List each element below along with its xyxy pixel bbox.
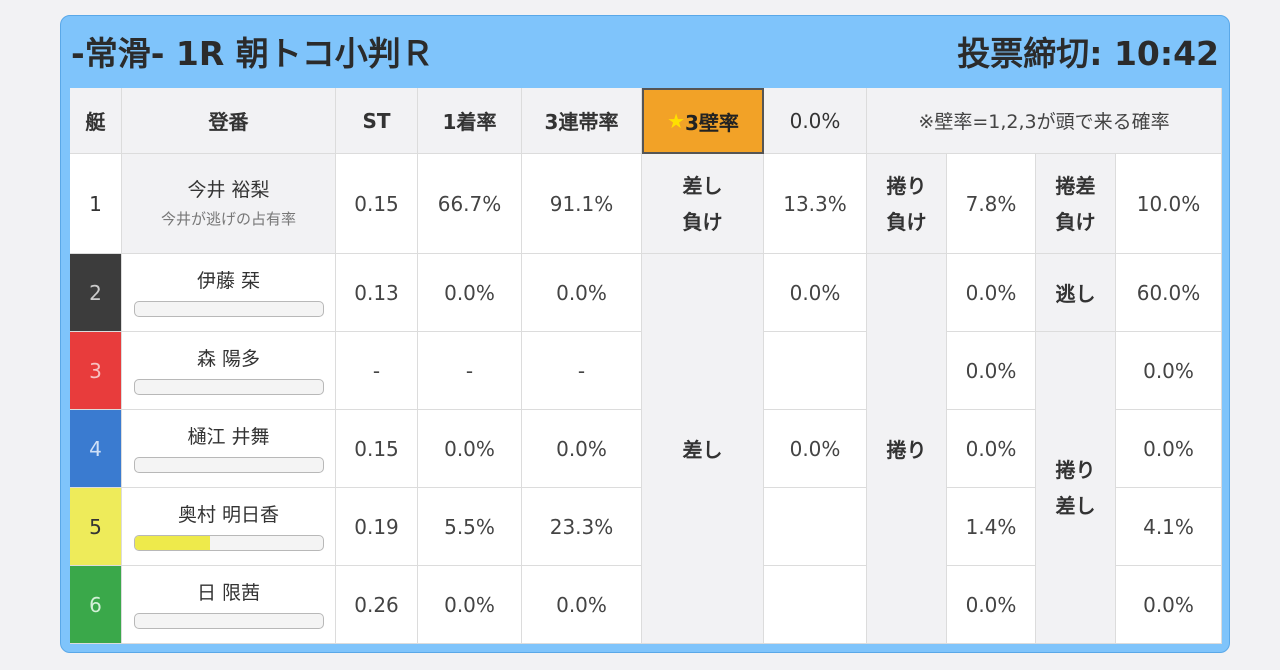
makurizashi-make-label: 捲差 負け <box>1036 154 1116 254</box>
nige-value: 60.0% <box>1116 254 1222 332</box>
boat-number-5: 5 <box>70 488 122 566</box>
first-rate-5: 5.5% <box>418 488 522 566</box>
st-5: 0.19 <box>336 488 418 566</box>
first-rate-3: - <box>418 332 522 410</box>
deadline-time: 投票締切: 10:42 <box>957 34 1219 73</box>
racer-3[interactable]: 森 陽多 <box>122 332 336 410</box>
sashi-make-line2: 負け <box>682 209 723 234</box>
first-rate-6: 0.0% <box>418 566 522 644</box>
header-wall-rate[interactable]: ★ 3壁率 <box>642 88 764 154</box>
racer-5[interactable]: 奥村 明日香 <box>122 488 336 566</box>
header-boat: 艇 <box>70 88 122 154</box>
race-title: -常滑- 1R 朝トコ小判Ｒ <box>71 34 434 73</box>
header-first-rate: 1着率 <box>418 88 522 154</box>
racer-name: 奥村 明日香 <box>177 503 280 526</box>
st-2: 0.13 <box>336 254 418 332</box>
makurizashi-line1: 捲り <box>1055 457 1096 482</box>
header-top3-rate: 3連帯率 <box>522 88 642 154</box>
boat-number-4: 4 <box>70 410 122 488</box>
boat-number-1: 1 <box>70 154 122 254</box>
header-register: 登番 <box>122 88 336 154</box>
nige-bar <box>133 612 324 629</box>
makuri-make-value: 7.8% <box>947 154 1036 254</box>
first-rate-4: 0.0% <box>418 410 522 488</box>
nige-bar <box>133 378 324 395</box>
makuri-make-line1: 捲り <box>886 173 927 198</box>
racer-name: 日 限茜 <box>196 581 261 604</box>
sashi-label: 差し <box>642 254 764 644</box>
boat-number-3: 3 <box>70 332 122 410</box>
racer-2[interactable]: 伊藤 栞 <box>122 254 336 332</box>
sashi-value-2: 0.0% <box>764 254 867 332</box>
nige-bar <box>133 300 324 317</box>
top3-rate-1: 91.1% <box>522 154 642 254</box>
makurizashi-value-3: 0.0% <box>1116 332 1222 410</box>
makuri-value-6: 0.0% <box>947 566 1036 644</box>
makuri-label: 捲り <box>867 254 947 644</box>
sashi-value-3 <box>764 332 867 410</box>
sashi-make-line1: 差し <box>682 173 723 198</box>
sashi-make-value: 13.3% <box>764 154 867 254</box>
header-note: ※壁率=1,2,3が頭で来る確率 <box>867 88 1222 154</box>
nige-bar <box>133 456 324 473</box>
nige-bar <box>133 534 324 551</box>
sashi-make-label: 差し 負け <box>642 154 764 254</box>
racer-name: 伊藤 栞 <box>196 269 261 292</box>
makurizashi-value-6: 0.0% <box>1116 566 1222 644</box>
makuri-value-3: 0.0% <box>947 332 1036 410</box>
stats-table: 艇 登番 ST 1着率 3連帯率 ★ 3壁率 0.0% ※壁率=1,2,3が頭で来… <box>70 88 1222 644</box>
first-rate-2: 0.0% <box>418 254 522 332</box>
makurizashi-make-line1: 捲差 <box>1055 173 1096 198</box>
makurizashi-label: 捲り 差し <box>1036 332 1116 644</box>
nige-bar-fill <box>134 535 210 550</box>
makurizashi-value-5: 4.1% <box>1116 488 1222 566</box>
makuri-make-line2: 負け <box>886 209 927 234</box>
makuri-value-2: 0.0% <box>947 254 1036 332</box>
racer-name: 森 陽多 <box>196 347 261 370</box>
sashi-value-6 <box>764 566 867 644</box>
top3-rate-3: - <box>522 332 642 410</box>
header-st: ST <box>336 88 418 154</box>
st-1: 0.15 <box>336 154 418 254</box>
racer-4[interactable]: 樋江 井舞 <box>122 410 336 488</box>
top3-rate-6: 0.0% <box>522 566 642 644</box>
nige-label: 逃し <box>1036 254 1116 332</box>
racer-6[interactable]: 日 限茜 <box>122 566 336 644</box>
top3-rate-5: 23.3% <box>522 488 642 566</box>
makuri-value-4: 0.0% <box>947 410 1036 488</box>
makurizashi-line2: 差し <box>1055 493 1096 518</box>
racer-1[interactable]: 今井 裕梨 今井が逃げの占有率 <box>122 154 336 254</box>
makuri-make-label: 捲り 負け <box>867 154 947 254</box>
st-6: 0.26 <box>336 566 418 644</box>
top3-rate-2: 0.0% <box>522 254 642 332</box>
top3-rate-4: 0.0% <box>522 410 642 488</box>
sashi-value-5 <box>764 488 867 566</box>
racer-name: 今井 裕梨 <box>187 179 270 201</box>
racer-name: 樋江 井舞 <box>187 425 270 448</box>
makurizashi-make-value: 10.0% <box>1116 154 1222 254</box>
st-3: - <box>336 332 418 410</box>
first-rate-1: 66.7% <box>418 154 522 254</box>
star-icon: ★ <box>667 109 685 133</box>
sashi-value-4: 0.0% <box>764 410 867 488</box>
racer-note: 今井が逃げの占有率 <box>160 210 296 228</box>
race-card: -常滑- 1R 朝トコ小判Ｒ 投票締切: 10:42 艇 登番 ST 1着率 3… <box>60 15 1230 653</box>
makurizashi-make-line2: 負け <box>1055 209 1096 234</box>
boat-number-6: 6 <box>70 566 122 644</box>
st-4: 0.15 <box>336 410 418 488</box>
boat-number-2: 2 <box>70 254 122 332</box>
makurizashi-value-4: 0.0% <box>1116 410 1222 488</box>
header-wall-label: 3壁率 <box>685 110 739 135</box>
makuri-value-5: 1.4% <box>947 488 1036 566</box>
header-wall-value: 0.0% <box>764 88 867 154</box>
